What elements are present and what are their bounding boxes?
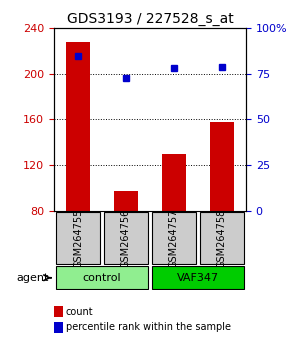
Text: GSM264757: GSM264757 [169,208,179,268]
Bar [66,42,90,211]
Text: percentile rank within the sample: percentile rank within the sample [66,322,231,332]
FancyBboxPatch shape [56,212,100,264]
FancyBboxPatch shape [152,212,196,264]
Text: GSM264755: GSM264755 [73,208,83,268]
Text: GSM264756: GSM264756 [121,208,131,268]
Bar [114,191,138,211]
FancyBboxPatch shape [56,267,148,289]
FancyBboxPatch shape [152,267,244,289]
Text: VAF347: VAF347 [177,273,219,283]
Bar [162,154,186,211]
FancyBboxPatch shape [200,212,244,264]
Text: GSM264758: GSM264758 [217,208,227,268]
Text: count: count [66,307,94,316]
Bar [210,122,234,211]
Title: GDS3193 / 227528_s_at: GDS3193 / 227528_s_at [67,12,233,26]
Text: control: control [83,273,121,283]
FancyBboxPatch shape [104,212,148,264]
Text: agent: agent [17,273,49,283]
